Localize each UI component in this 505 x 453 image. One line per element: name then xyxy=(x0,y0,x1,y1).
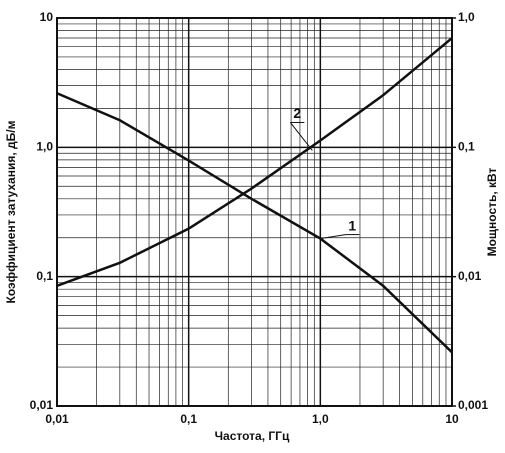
plot-frame xyxy=(56,17,453,407)
y2-tick-label: 0,01 xyxy=(458,269,482,283)
series-label: 1 xyxy=(348,217,356,233)
leader-line xyxy=(320,234,346,240)
x-tick-label: 0,1 xyxy=(180,412,197,426)
y-axis-title: Коэффициент затухания, дБ/м xyxy=(4,120,18,303)
x-tick-label: 10 xyxy=(445,412,459,426)
leader-line xyxy=(289,122,313,151)
y-tick-label: 0,1 xyxy=(36,269,53,283)
y-tick-label: 10 xyxy=(40,10,54,24)
y2-axis-title: Мощность, кВт xyxy=(485,167,499,256)
y2-tick-label: 0,001 xyxy=(458,398,488,412)
y-tick-label: 0,01 xyxy=(30,398,54,412)
y2-tick-label: 1,0 xyxy=(458,10,475,24)
curve xyxy=(56,92,453,354)
x-tick-label: 1,0 xyxy=(312,412,329,426)
x-tick-label: 0,01 xyxy=(45,412,69,426)
y2-tick-label: 0,1 xyxy=(458,140,475,154)
y-tick-label: 1,0 xyxy=(36,140,53,154)
x-axis-title: Частота, ГГц xyxy=(215,429,290,443)
curve xyxy=(56,37,453,287)
series-label: 2 xyxy=(293,105,301,121)
